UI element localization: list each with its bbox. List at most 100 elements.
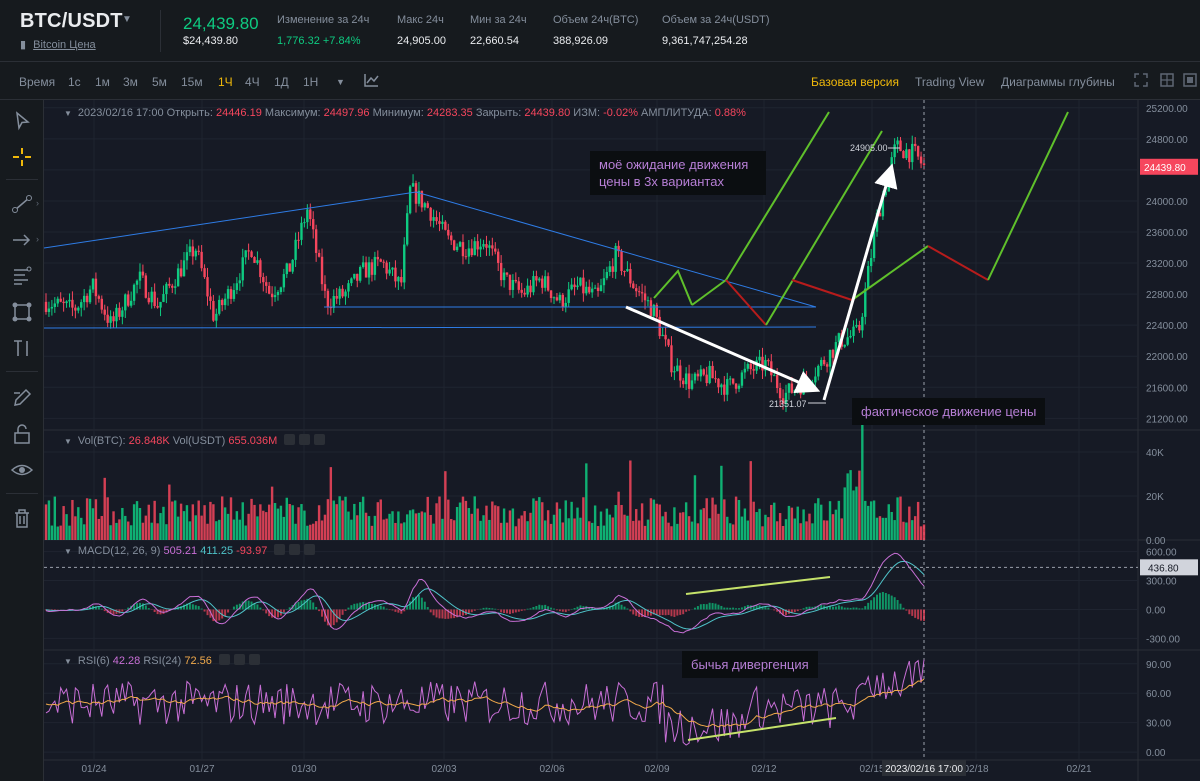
arrow-icon[interactable] (9, 227, 35, 253)
macd-histogram-bar (594, 608, 597, 610)
cursor-icon[interactable] (9, 108, 35, 134)
close-icon[interactable] (304, 544, 316, 555)
crosshair-icon[interactable] (9, 144, 35, 170)
interval-time[interactable]: Время (19, 75, 56, 89)
hide-icon[interactable] (233, 654, 245, 665)
volume-bar (215, 521, 218, 540)
grid-icon[interactable] (1158, 71, 1176, 89)
chevron-right-icon[interactable]: › (36, 198, 39, 208)
macd-histogram-bar (147, 608, 150, 610)
volume-bar (808, 513, 811, 540)
layout-icon[interactable] (1181, 71, 1199, 89)
volume-bar (784, 519, 788, 540)
y-tick-label: 90.00 (1146, 660, 1171, 671)
volume-bar (761, 526, 764, 540)
chevron-right-icon[interactable]: › (36, 234, 39, 244)
volume-bar (103, 477, 106, 540)
price-chart-canvas[interactable]: 21200.00 21600.00 22000.00 22400.00 22800.00… (44, 100, 1200, 781)
candle-body (223, 298, 227, 306)
fib-icon[interactable] (9, 263, 35, 289)
volume-bar (494, 505, 497, 540)
volume-bar (356, 515, 359, 540)
candle-body (235, 283, 239, 291)
close-icon[interactable] (314, 434, 326, 445)
trash-icon[interactable] (9, 505, 35, 531)
trendline-icon[interactable] (9, 191, 35, 217)
macd-histogram-bar (614, 602, 617, 610)
macd-histogram-bar (356, 603, 359, 610)
candle-body (922, 163, 926, 165)
macd-histogram-bar (520, 609, 523, 611)
candle-body (731, 378, 735, 384)
collapse-icon[interactable]: ▼ (64, 547, 72, 556)
macd-signal-line (45, 560, 925, 630)
mode-basic[interactable]: Базовая версия (811, 75, 899, 89)
pattern-icon[interactable] (9, 299, 35, 325)
settings-icon[interactable] (218, 654, 230, 665)
macd-histogram-bar (917, 609, 920, 620)
interval-4h[interactable]: 4Ч (245, 75, 260, 89)
volume-bar (538, 497, 541, 540)
measure-icon[interactable] (9, 335, 35, 361)
pair-title[interactable]: BTC/USDT (20, 10, 123, 32)
macd-histogram-bar (494, 608, 497, 610)
candle-body (911, 143, 914, 163)
macd-histogram-bar (194, 605, 197, 610)
volume-bar (212, 504, 215, 540)
volume-bar (394, 522, 397, 540)
candle-body (740, 372, 744, 386)
macd-histogram-bar (241, 601, 244, 610)
candle-body (450, 235, 453, 241)
volume-bar (602, 525, 606, 540)
settings-icon[interactable] (274, 544, 286, 555)
interval-5m[interactable]: 5м (152, 75, 167, 89)
interval-15m[interactable]: 15м (181, 75, 203, 89)
interval-1h[interactable]: 1Ч (218, 75, 233, 89)
collapse-icon[interactable]: ▼ (64, 437, 72, 446)
collapse-icon[interactable]: ▼ (64, 657, 72, 666)
volume-bar (620, 504, 623, 540)
mode-tradingview[interactable]: Trading View (915, 75, 985, 89)
candle-body (270, 293, 274, 298)
volume-bar (664, 511, 667, 540)
candle-body (71, 299, 74, 308)
volume-bar (922, 524, 926, 540)
chart-area[interactable]: 21200.00 21600.00 22000.00 22400.00 22800.00… (44, 100, 1200, 781)
indicator-icon[interactable] (362, 71, 380, 89)
chevron-down-icon[interactable]: ▼ (336, 77, 345, 87)
volume-bar (338, 496, 341, 540)
candle-body (611, 266, 614, 272)
chevron-down-icon[interactable]: ▼ (122, 14, 132, 25)
candle-body (529, 285, 532, 293)
pair-subtitle-link[interactable]: Bitcoin Цена (33, 39, 96, 51)
interval-1m[interactable]: 1м (95, 75, 110, 89)
candle-body (347, 283, 350, 292)
volume-bar (605, 508, 609, 540)
interval-1s[interactable]: 1с (68, 75, 81, 89)
interval-1w[interactable]: 1Н (303, 75, 319, 89)
interval-3m[interactable]: 3м (123, 75, 138, 89)
collapse-icon[interactable]: ▼ (64, 109, 72, 118)
eye-icon[interactable] (9, 457, 35, 483)
lock-icon[interactable] (9, 421, 35, 447)
hide-icon[interactable] (299, 434, 311, 445)
hide-icon[interactable] (289, 544, 301, 555)
volume-bar (773, 502, 776, 540)
volume-bar (758, 508, 761, 540)
settings-icon[interactable] (284, 434, 296, 445)
note-expectation: моё ожидание движения цены в 3х варианта… (590, 151, 766, 195)
fullscreen-icon[interactable] (1132, 71, 1150, 89)
volume-bar (502, 508, 506, 540)
volume-bar (579, 517, 582, 540)
candle-body (429, 207, 432, 221)
interval-1d[interactable]: 1Д (274, 75, 289, 89)
close-icon[interactable] (248, 654, 260, 665)
y-tick-label: 300.00 (1146, 577, 1177, 588)
macd-histogram-bar (303, 599, 306, 610)
macd-histogram-bar (558, 609, 561, 612)
mode-depth[interactable]: Диаграммы глубины (1001, 75, 1115, 89)
volume-bar (511, 508, 515, 540)
volume-bar (555, 502, 559, 540)
pencil-icon[interactable] (9, 385, 35, 411)
volume-bar (737, 500, 741, 540)
